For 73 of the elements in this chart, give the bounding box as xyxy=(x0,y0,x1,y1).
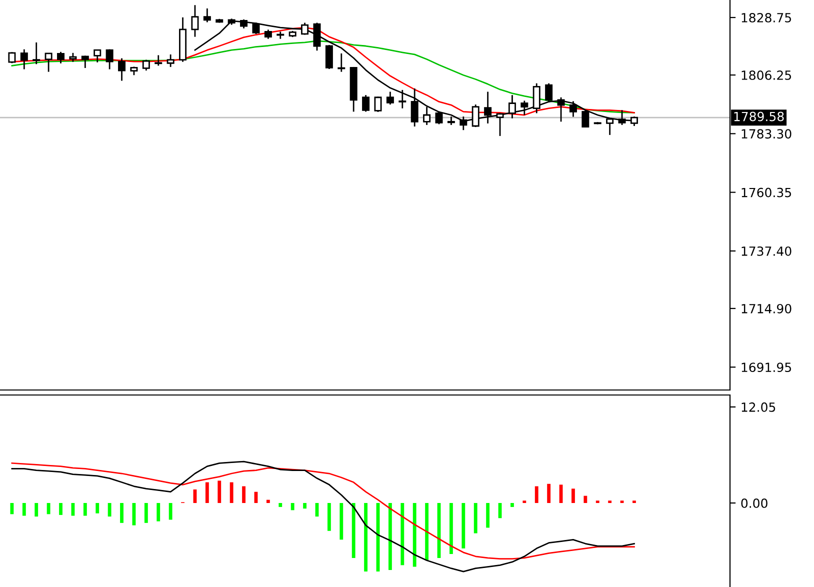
candlestick xyxy=(57,51,65,64)
y-tick-label: 1783.30 xyxy=(742,129,792,139)
y-tick-label: 12.05 xyxy=(742,402,776,412)
bar xyxy=(303,502,306,509)
y-tick-label: 0.00 xyxy=(741,498,768,508)
bar xyxy=(59,502,62,515)
y-tick-label: 1714.90 xyxy=(742,304,792,314)
bar xyxy=(144,502,148,523)
candlestick xyxy=(398,89,406,110)
bar xyxy=(547,484,551,503)
candlestick xyxy=(508,94,516,120)
candlestick xyxy=(520,100,528,116)
bar xyxy=(10,502,14,514)
bar xyxy=(462,502,466,548)
bar xyxy=(327,502,331,531)
candlestick xyxy=(44,52,52,73)
candlestick xyxy=(81,55,89,69)
candlestick xyxy=(142,59,150,72)
candlestick xyxy=(20,48,28,70)
bar xyxy=(168,502,172,520)
bar xyxy=(572,488,575,503)
y-tick-label: 1828.75 xyxy=(742,12,792,22)
bar xyxy=(205,482,209,503)
bar xyxy=(22,502,26,516)
bar xyxy=(96,502,100,514)
bar xyxy=(412,502,416,567)
ref-line-label: 1789.58 xyxy=(734,112,784,122)
candlestick xyxy=(154,54,162,66)
bar xyxy=(156,502,160,522)
y-tick-label: 1737.40 xyxy=(742,246,792,256)
y-tick-label: 1760.35 xyxy=(742,188,792,198)
candlestick xyxy=(386,91,394,106)
bar xyxy=(584,496,588,503)
bar xyxy=(534,486,538,503)
bar xyxy=(46,502,50,514)
candlestick xyxy=(545,82,553,104)
candlestick xyxy=(191,4,199,38)
candlestick xyxy=(118,58,126,82)
bar xyxy=(352,502,356,558)
candlestick xyxy=(94,48,102,64)
bar xyxy=(449,502,453,554)
candlestick xyxy=(166,54,174,68)
bar xyxy=(425,502,429,560)
bar xyxy=(486,502,490,528)
y-tick-label: 1691.95 xyxy=(742,362,792,372)
candlestick xyxy=(32,42,40,65)
candlestick xyxy=(276,30,284,40)
candlestick xyxy=(338,52,346,73)
candlestick xyxy=(532,82,540,114)
y-tick-label: 1806.25 xyxy=(742,70,792,80)
candlestick xyxy=(264,28,272,40)
bar xyxy=(340,502,344,540)
candlestick xyxy=(106,48,114,70)
candlestick xyxy=(374,96,382,113)
bar xyxy=(364,502,368,572)
bar xyxy=(108,502,112,517)
bar xyxy=(34,502,38,517)
bar xyxy=(242,486,246,503)
bar xyxy=(266,500,270,503)
bar xyxy=(400,502,404,566)
bar xyxy=(83,502,87,516)
candlestick xyxy=(362,94,370,112)
bar xyxy=(388,502,392,570)
bar xyxy=(278,502,282,507)
bar xyxy=(218,480,222,503)
candlestick xyxy=(569,100,577,118)
candlestick xyxy=(203,8,211,23)
bar xyxy=(230,482,234,503)
bar xyxy=(120,502,124,523)
candlestick xyxy=(325,44,333,70)
bar xyxy=(290,502,294,510)
bar xyxy=(474,502,478,534)
bar xyxy=(510,502,514,507)
